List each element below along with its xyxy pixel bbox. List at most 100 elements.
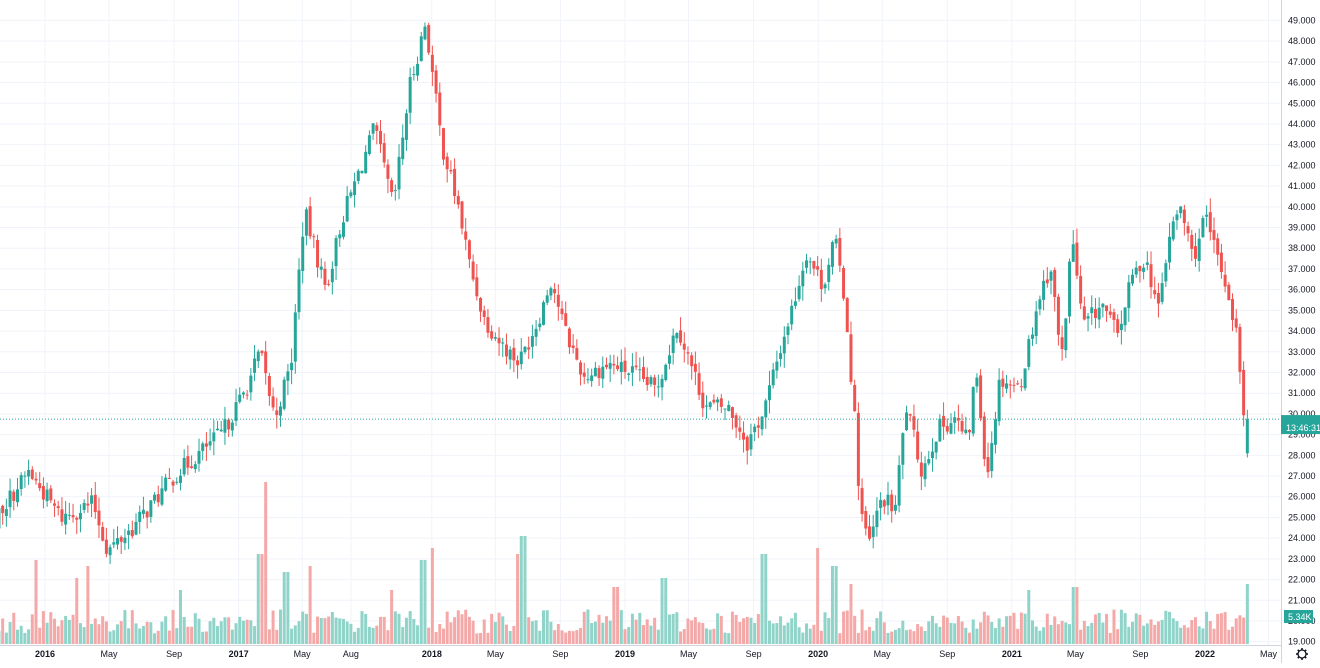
candle-body bbox=[535, 329, 538, 337]
volume-bar bbox=[1068, 624, 1071, 644]
volume-bar bbox=[383, 617, 386, 644]
candle-body bbox=[1209, 212, 1212, 232]
volume-bar bbox=[746, 617, 749, 644]
gear-icon[interactable] bbox=[1296, 648, 1308, 660]
candle-body bbox=[142, 510, 145, 514]
volume-bar bbox=[68, 620, 71, 644]
volume-bar bbox=[1057, 624, 1060, 644]
volume-bar bbox=[186, 627, 189, 644]
volume-bar bbox=[827, 618, 830, 644]
volume-bar bbox=[1175, 621, 1178, 644]
candle-body bbox=[612, 364, 615, 366]
candle-body bbox=[123, 538, 126, 544]
volume-bar bbox=[431, 548, 434, 644]
candle-body bbox=[716, 400, 719, 403]
candle-body bbox=[1068, 262, 1071, 317]
volume-bar bbox=[716, 613, 719, 644]
volume-bar bbox=[331, 612, 334, 644]
volume-bar bbox=[961, 622, 964, 644]
volume-bar bbox=[268, 629, 271, 644]
volume-bar bbox=[898, 628, 901, 644]
volume-bar bbox=[468, 617, 471, 644]
volume-bar bbox=[501, 616, 504, 644]
volume-bar bbox=[620, 610, 623, 644]
settings-button[interactable] bbox=[1296, 648, 1308, 660]
volume-bar bbox=[783, 625, 786, 644]
volume-bar bbox=[642, 625, 645, 644]
candle-body bbox=[916, 432, 919, 460]
candle-body bbox=[816, 266, 819, 269]
volume-bar bbox=[179, 590, 182, 644]
candle-body bbox=[290, 363, 293, 370]
candle-body bbox=[1157, 293, 1160, 304]
candle-body bbox=[661, 379, 664, 388]
x-tick-label: 2016 bbox=[35, 649, 55, 659]
candle-body bbox=[972, 387, 975, 433]
y-tick-label: 26.000 bbox=[1288, 492, 1316, 502]
candle-body bbox=[627, 374, 630, 375]
volume-bar bbox=[1083, 621, 1086, 644]
volume-bar bbox=[523, 536, 526, 644]
candle-body bbox=[94, 495, 97, 512]
volume-bar bbox=[861, 610, 864, 644]
y-tick-label: 22.000 bbox=[1288, 575, 1316, 585]
countdown-label: 13:46:31 bbox=[1286, 423, 1320, 433]
volume-bar bbox=[368, 627, 371, 644]
candle-body bbox=[301, 237, 304, 271]
y-tick-label: 38.000 bbox=[1288, 243, 1316, 253]
volume-bar bbox=[542, 610, 545, 644]
candle-body bbox=[864, 511, 867, 529]
candle-body bbox=[1153, 290, 1156, 294]
candle-body bbox=[227, 420, 230, 430]
candle-body bbox=[805, 260, 808, 267]
candle-body bbox=[1001, 379, 1004, 387]
candle-body bbox=[327, 284, 330, 285]
volume-bar bbox=[1120, 610, 1123, 644]
volume-bar bbox=[27, 629, 30, 644]
candle-body bbox=[861, 488, 864, 514]
candle-body bbox=[1087, 316, 1090, 318]
candle-body bbox=[183, 458, 186, 474]
x-tick-label: May bbox=[680, 649, 698, 659]
candle-body bbox=[668, 355, 671, 363]
volume-bar bbox=[46, 623, 49, 644]
volume-bar bbox=[183, 617, 186, 644]
volume-bar bbox=[590, 623, 593, 644]
candle-body bbox=[735, 415, 738, 427]
candle-body bbox=[842, 268, 845, 299]
candle-body bbox=[946, 426, 949, 431]
candle-body bbox=[294, 312, 297, 361]
y-tick-label: 24.000 bbox=[1288, 533, 1316, 543]
price-axis[interactable]: 19.00020.00021.00022.00023.00024.00025.0… bbox=[1281, 0, 1320, 663]
volume-bar bbox=[516, 554, 519, 644]
candle-body bbox=[557, 295, 560, 307]
volume-bar bbox=[720, 616, 723, 644]
candle-body bbox=[979, 375, 982, 418]
candle-body bbox=[368, 135, 371, 154]
candle-body bbox=[1005, 383, 1008, 388]
candle-body bbox=[672, 336, 675, 353]
candle-body bbox=[379, 131, 382, 144]
candle-body bbox=[964, 430, 967, 433]
candle-body bbox=[120, 537, 123, 542]
candle-body bbox=[1135, 268, 1138, 275]
candle-body bbox=[794, 301, 797, 306]
volume-bar bbox=[1053, 616, 1056, 644]
candle-body bbox=[1046, 279, 1049, 283]
volume-bar bbox=[97, 624, 100, 644]
candle-body bbox=[157, 494, 160, 502]
candle-body bbox=[583, 373, 586, 377]
candle-body bbox=[1024, 368, 1027, 388]
candle-body bbox=[464, 231, 467, 239]
volume-bar bbox=[57, 626, 60, 644]
volume-bar bbox=[1179, 628, 1182, 644]
volume-bar bbox=[920, 627, 923, 644]
volume-bar bbox=[761, 554, 764, 644]
volume-bar bbox=[987, 615, 990, 644]
volume-bar bbox=[668, 615, 671, 644]
candle-body bbox=[1053, 270, 1056, 297]
volume-bar bbox=[75, 578, 78, 644]
